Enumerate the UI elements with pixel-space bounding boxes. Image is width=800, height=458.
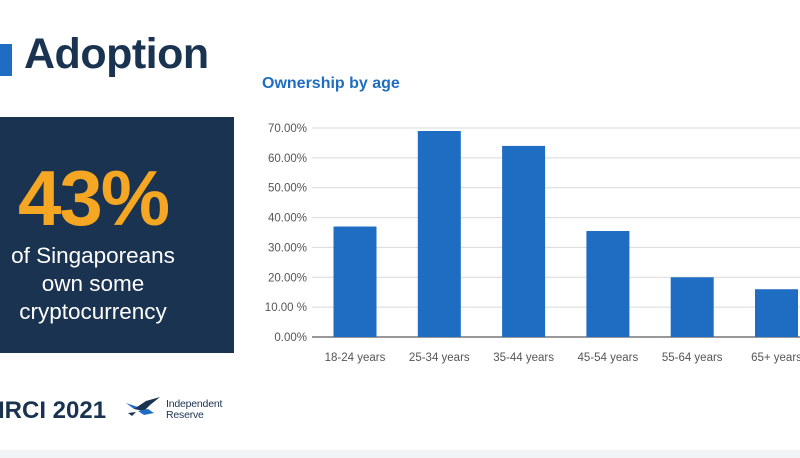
bar-65-years — [755, 289, 798, 337]
footer-label: IRCI 2021 — [0, 397, 107, 424]
title-accent-bar — [0, 44, 12, 76]
x-tick-label: 25-34 years — [409, 352, 470, 364]
bar-35-44-years — [502, 145, 546, 337]
x-tick-label: 65+ years — [751, 352, 800, 364]
chart-title: Ownership by age — [262, 75, 400, 92]
y-tick-label: 20.00% — [268, 272, 307, 284]
bar-45-54-years — [586, 231, 630, 337]
stat-line-1: of Singaporeans — [11, 243, 175, 268]
y-tick-label: 0.00% — [274, 332, 307, 344]
y-tick-label: 60.00% — [268, 153, 307, 165]
stat-line-3: cryptocurrency — [19, 299, 167, 324]
stat-panel: 43% of Singaporeans own some cryptocurre… — [0, 117, 234, 353]
bar-55-64-years — [670, 277, 714, 337]
x-tick-label: 45-54 years — [578, 352, 639, 364]
bar-18-24-years — [333, 226, 377, 337]
stat-value: 43% — [17, 154, 170, 242]
x-axis-ticks: 18-24 years 25-34 years 35-44 years 45-54 y… — [325, 352, 800, 364]
y-tick-label: 10.00 % — [265, 302, 307, 314]
bird-icon — [126, 397, 160, 416]
logo-line-2: Reserve — [166, 409, 204, 421]
y-tick-label: 70.00% — [268, 123, 307, 135]
x-tick-label: 35-44 years — [493, 352, 554, 364]
x-tick-label: 55-64 years — [662, 352, 723, 364]
logo-line-1: Independent — [166, 398, 223, 410]
slide-title: Adoption — [24, 30, 209, 78]
y-axis-ticks: 0.00% 10.00 % 20.00% 30.00% 40.00% 50.00% 60.0… — [265, 123, 307, 344]
bar-25-34-years — [417, 130, 461, 337]
logo-text: Independent Reserve — [166, 399, 222, 421]
x-tick-label: 18-24 years — [325, 352, 386, 364]
y-tick-label: 50.00% — [268, 183, 307, 195]
stat-line-2: own some — [41, 271, 145, 296]
chart-gridlines — [312, 127, 800, 338]
bar-chart: 0.00% 10.00 % 20.00% 30.00% 40.00% 50.00% 60.0… — [265, 123, 800, 364]
y-tick-label: 40.00% — [268, 213, 307, 225]
chart-bars — [333, 130, 798, 337]
y-tick-label: 30.00% — [268, 242, 307, 254]
